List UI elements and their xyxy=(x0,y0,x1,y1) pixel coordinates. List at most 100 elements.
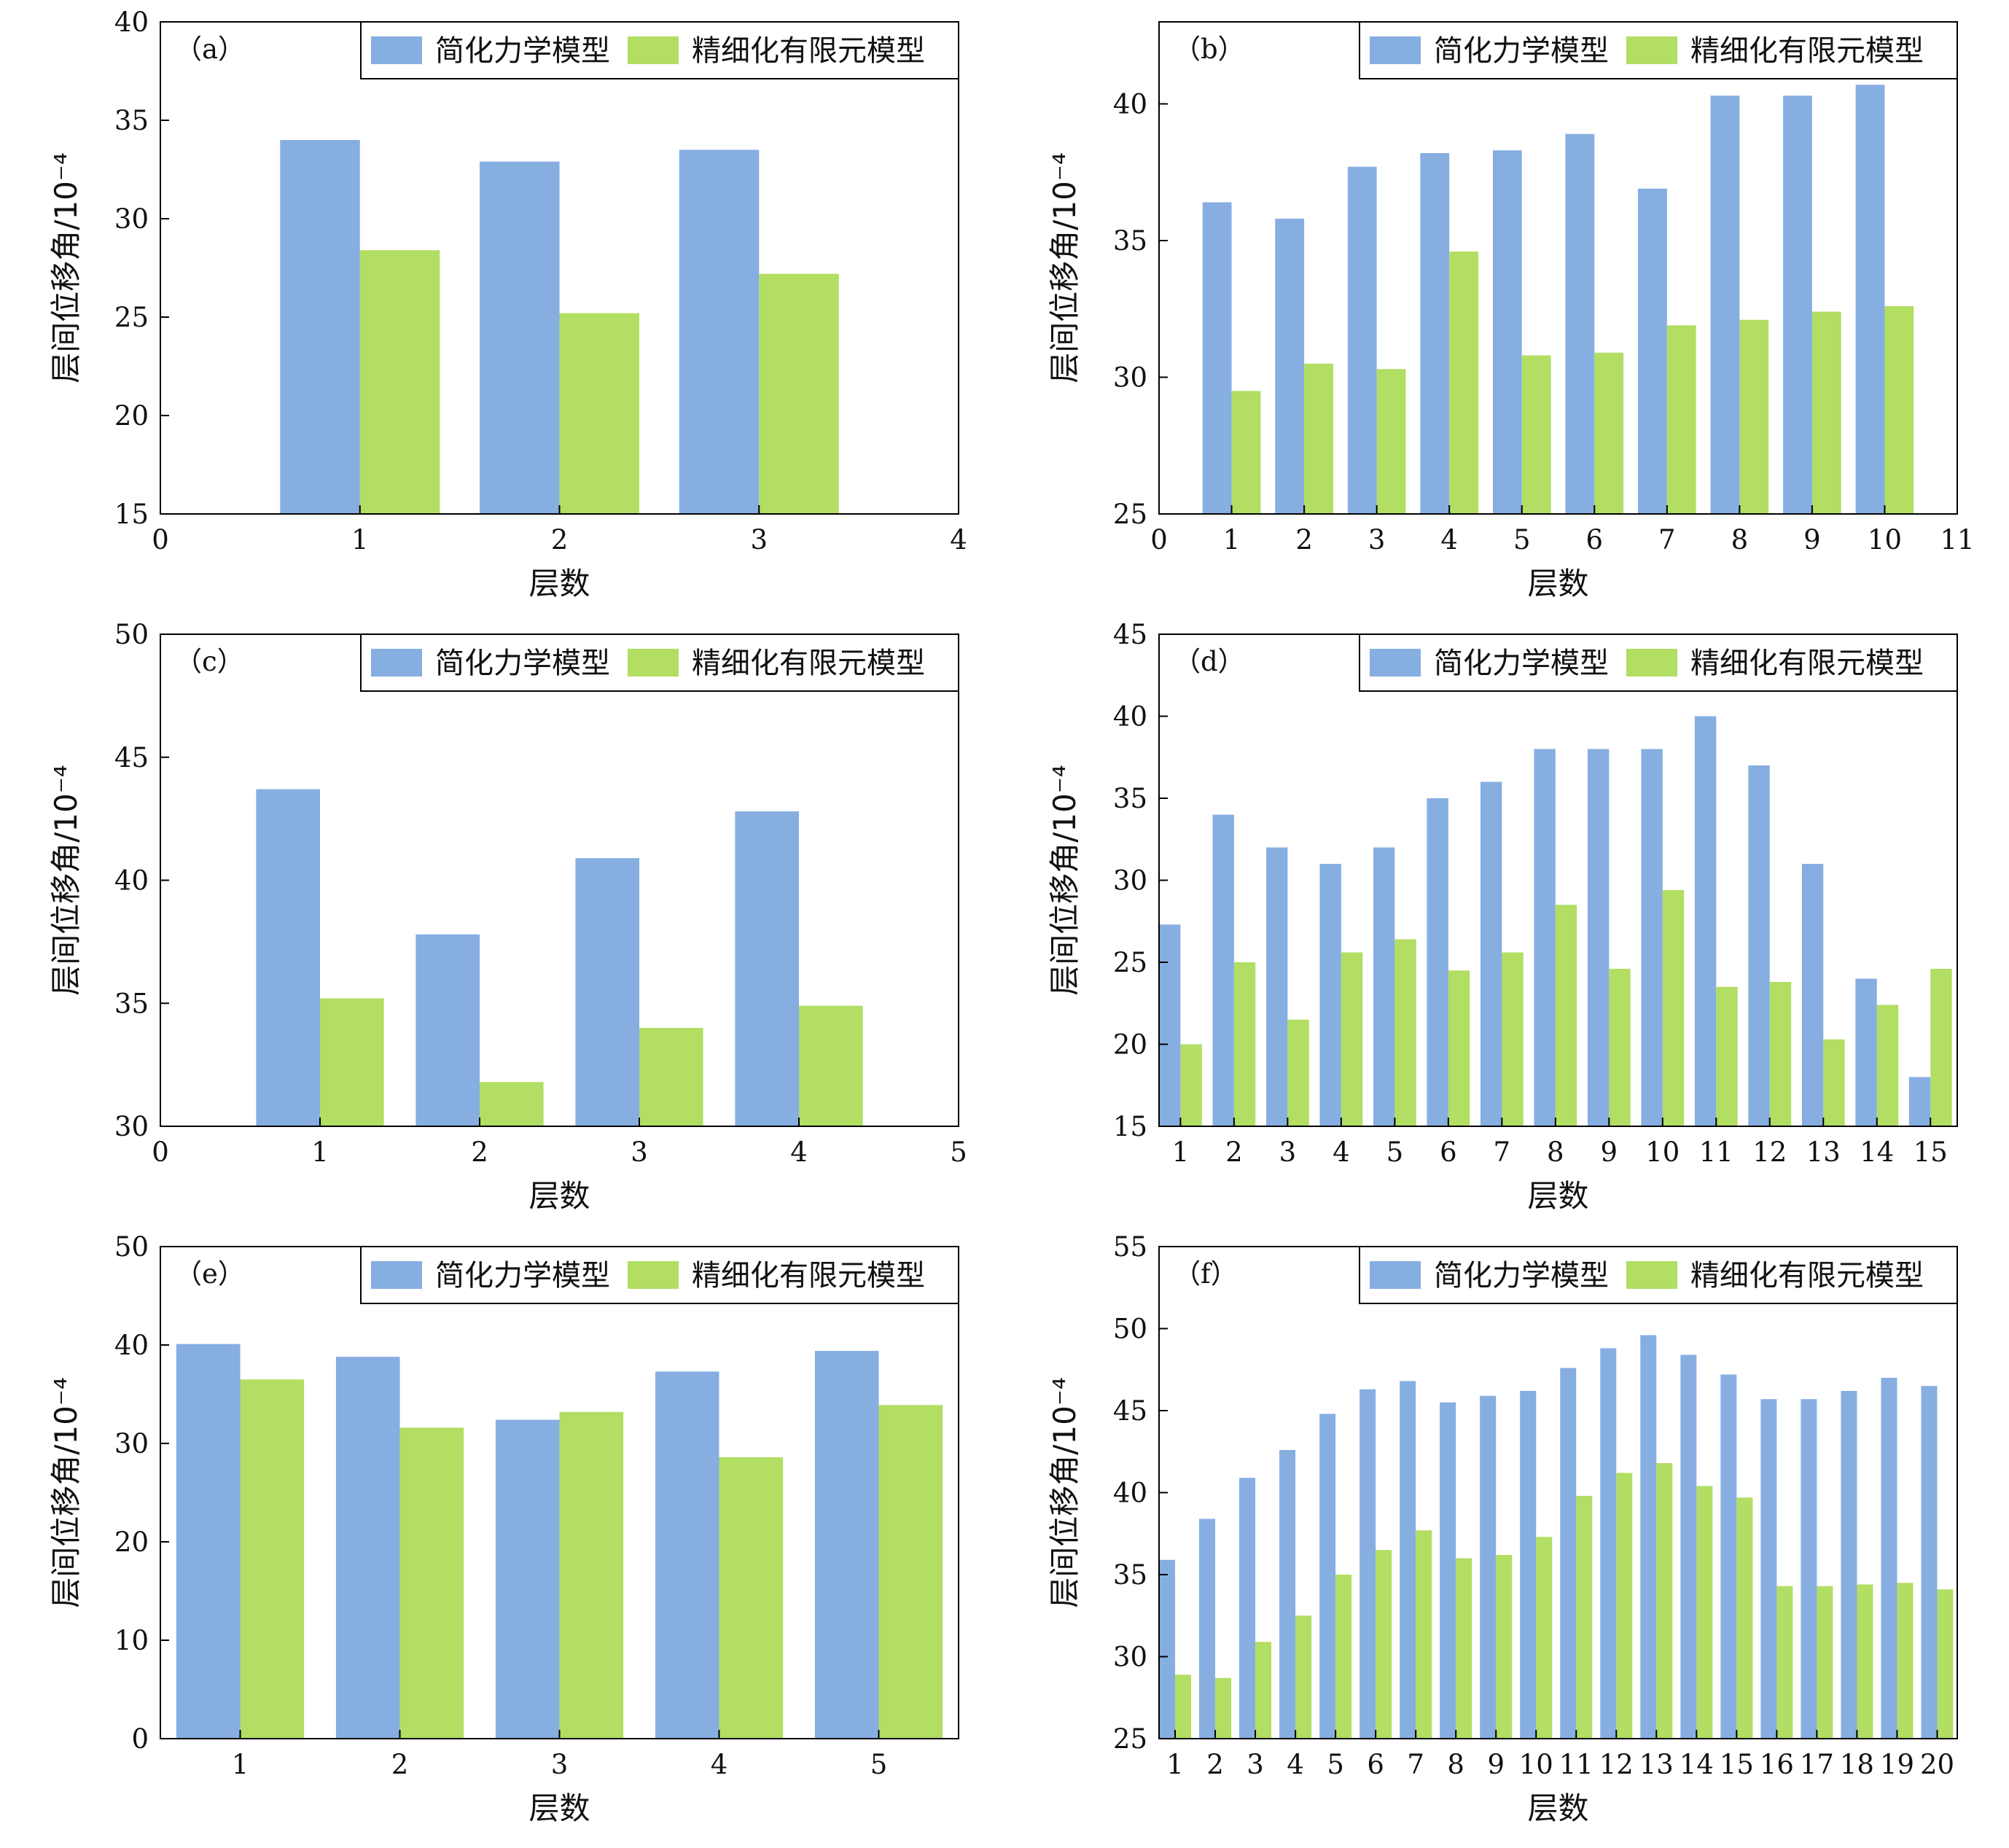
legend-entry: 精细化有限元模型 xyxy=(1690,34,1924,68)
x-tick-label: 9 xyxy=(1601,1137,1618,1168)
x-tick-label: 9 xyxy=(1803,524,1821,555)
y-tick-label: 35 xyxy=(1113,1559,1147,1591)
legend: 简化力学模型 精细化有限元模型 xyxy=(360,1246,959,1304)
bar-refined-1 xyxy=(1175,1674,1192,1739)
x-tick-label: 1 xyxy=(1172,1137,1190,1168)
legend: 简化力学模型 精细化有限元模型 xyxy=(1359,21,1958,79)
x-tick-label: 1 xyxy=(1166,1749,1184,1780)
bar-refined-2 xyxy=(1215,1677,1232,1739)
x-tick-label: 5 xyxy=(950,1137,967,1168)
x-tick-label: 5 xyxy=(1513,524,1531,555)
y-tick-label: 20 xyxy=(114,400,149,432)
bar-refined-3 xyxy=(639,1028,703,1126)
bar-refined-16 xyxy=(1776,1586,1793,1739)
x-tick-label: 9 xyxy=(1487,1749,1505,1780)
bar-simplified-7 xyxy=(1480,781,1502,1126)
bar-refined-4 xyxy=(1341,952,1363,1126)
bar-refined-3 xyxy=(1255,1642,1272,1739)
y-tick-label: 20 xyxy=(1113,1029,1147,1061)
legend: 简化力学模型 精细化有限元模型 xyxy=(1359,633,1958,692)
bar-refined-5 xyxy=(878,1405,943,1739)
bar-simplified-11 xyxy=(1694,716,1717,1126)
legend: 简化力学模型 精细化有限元模型 xyxy=(1359,1246,1958,1304)
legend-swatch xyxy=(371,649,422,677)
x-tick-label: 3 xyxy=(551,1749,569,1780)
legend-swatch xyxy=(628,36,679,64)
bar-refined-8 xyxy=(1739,319,1769,514)
legend-entry: 简化力学模型 xyxy=(1434,647,1609,680)
y-tick-label: 30 xyxy=(114,203,149,235)
y-tick-label: 35 xyxy=(114,105,149,136)
x-tick-label: 0 xyxy=(152,524,169,555)
bar-simplified-10 xyxy=(1520,1391,1537,1739)
bar-refined-2 xyxy=(559,313,639,514)
legend-entry: 简化力学模型 xyxy=(435,34,610,68)
bar-refined-8 xyxy=(1456,1558,1472,1739)
bar-simplified-4 xyxy=(735,811,799,1126)
x-axis-title: 层数 xyxy=(1527,1178,1588,1214)
bar-refined-2 xyxy=(399,1427,464,1739)
x-tick-label: 10 xyxy=(1645,1137,1680,1168)
bar-refined-13 xyxy=(1823,1039,1845,1126)
y-tick-label: 40 xyxy=(1113,89,1147,120)
bar-simplified-3 xyxy=(495,1419,560,1739)
bar-refined-9 xyxy=(1496,1555,1513,1739)
bar-simplified-2 xyxy=(1199,1518,1216,1739)
bar-simplified-1 xyxy=(256,789,320,1126)
y-tick-label: 55 xyxy=(1113,1231,1147,1263)
bar-simplified-14 xyxy=(1855,978,1877,1126)
x-tick-label: 11 xyxy=(1940,524,1974,555)
legend-swatch xyxy=(1370,1261,1421,1289)
bar-refined-6 xyxy=(1594,352,1624,514)
y-axis-title: 层间位移角/10⁻⁴ xyxy=(1047,765,1082,996)
bar-refined-4 xyxy=(799,1005,863,1126)
y-axis-title: 层间位移角/10⁻⁴ xyxy=(1047,1377,1082,1608)
bar-simplified-5 xyxy=(1373,847,1395,1126)
bar-refined-3 xyxy=(1376,369,1406,514)
bar-simplified-14 xyxy=(1680,1354,1697,1739)
bar-simplified-12 xyxy=(1748,765,1770,1126)
bar-refined-6 xyxy=(1376,1550,1392,1739)
x-tick-label: 4 xyxy=(711,1749,728,1780)
y-tick-label: 10 xyxy=(114,1625,149,1656)
bar-refined-2 xyxy=(1304,363,1333,514)
x-tick-label: 3 xyxy=(1247,1749,1264,1780)
bar-refined-7 xyxy=(1666,325,1696,514)
x-tick-label: 20 xyxy=(1920,1749,1954,1780)
bar-simplified-9 xyxy=(1783,95,1812,514)
y-tick-label: 50 xyxy=(114,619,149,650)
bar-simplified-4 xyxy=(1319,864,1341,1126)
x-tick-label: 0 xyxy=(1150,524,1168,555)
x-tick-label: 19 xyxy=(1880,1749,1914,1780)
x-tick-label: 3 xyxy=(1368,524,1386,555)
x-tick-label: 10 xyxy=(1519,1749,1553,1780)
bar-refined-7 xyxy=(1502,952,1524,1126)
bar-simplified-3 xyxy=(1347,166,1377,514)
bar-simplified-9 xyxy=(1480,1395,1497,1739)
bar-refined-7 xyxy=(1416,1530,1432,1739)
x-axis-title: 层数 xyxy=(528,1790,590,1826)
y-tick-label: 45 xyxy=(1113,1395,1147,1427)
legend: 简化力学模型 精细化有限元模型 xyxy=(360,21,959,79)
bar-refined-13 xyxy=(1656,1463,1673,1739)
plot-area: 0 10 20 30 40 50 1 2 3 4 5 层数 层间位移角/10⁻⁴ （e） 简化力学模型 精细化… xyxy=(48,1231,959,1826)
y-tick-label: 35 xyxy=(1113,783,1147,814)
bar-refined-3 xyxy=(559,1411,624,1739)
bar-refined-18 xyxy=(1857,1584,1873,1739)
y-tick-label: 25 xyxy=(114,302,149,333)
bar-simplified-3 xyxy=(1265,847,1288,1126)
bar-simplified-1 xyxy=(280,140,360,514)
x-tick-label: 15 xyxy=(1720,1749,1754,1780)
bar-simplified-20 xyxy=(1921,1386,1938,1739)
y-tick-label: 35 xyxy=(1113,225,1147,257)
panel-label: （f） xyxy=(1174,1258,1238,1290)
legend: 简化力学模型 精细化有限元模型 xyxy=(360,633,959,692)
figure: 15 20 25 30 35 40 0 1 2 3 4 层数 层间位移角/10⁻⁴ （a） 简化力学模型 精细… xyxy=(48,7,1975,1826)
legend-entry: 简化力学模型 xyxy=(1434,34,1609,68)
bar-simplified-18 xyxy=(1841,1391,1857,1739)
bar-refined-1 xyxy=(320,998,384,1126)
y-tick-label: 40 xyxy=(114,7,149,38)
bar-simplified-3 xyxy=(1239,1478,1256,1739)
bar-refined-11 xyxy=(1576,1496,1593,1739)
